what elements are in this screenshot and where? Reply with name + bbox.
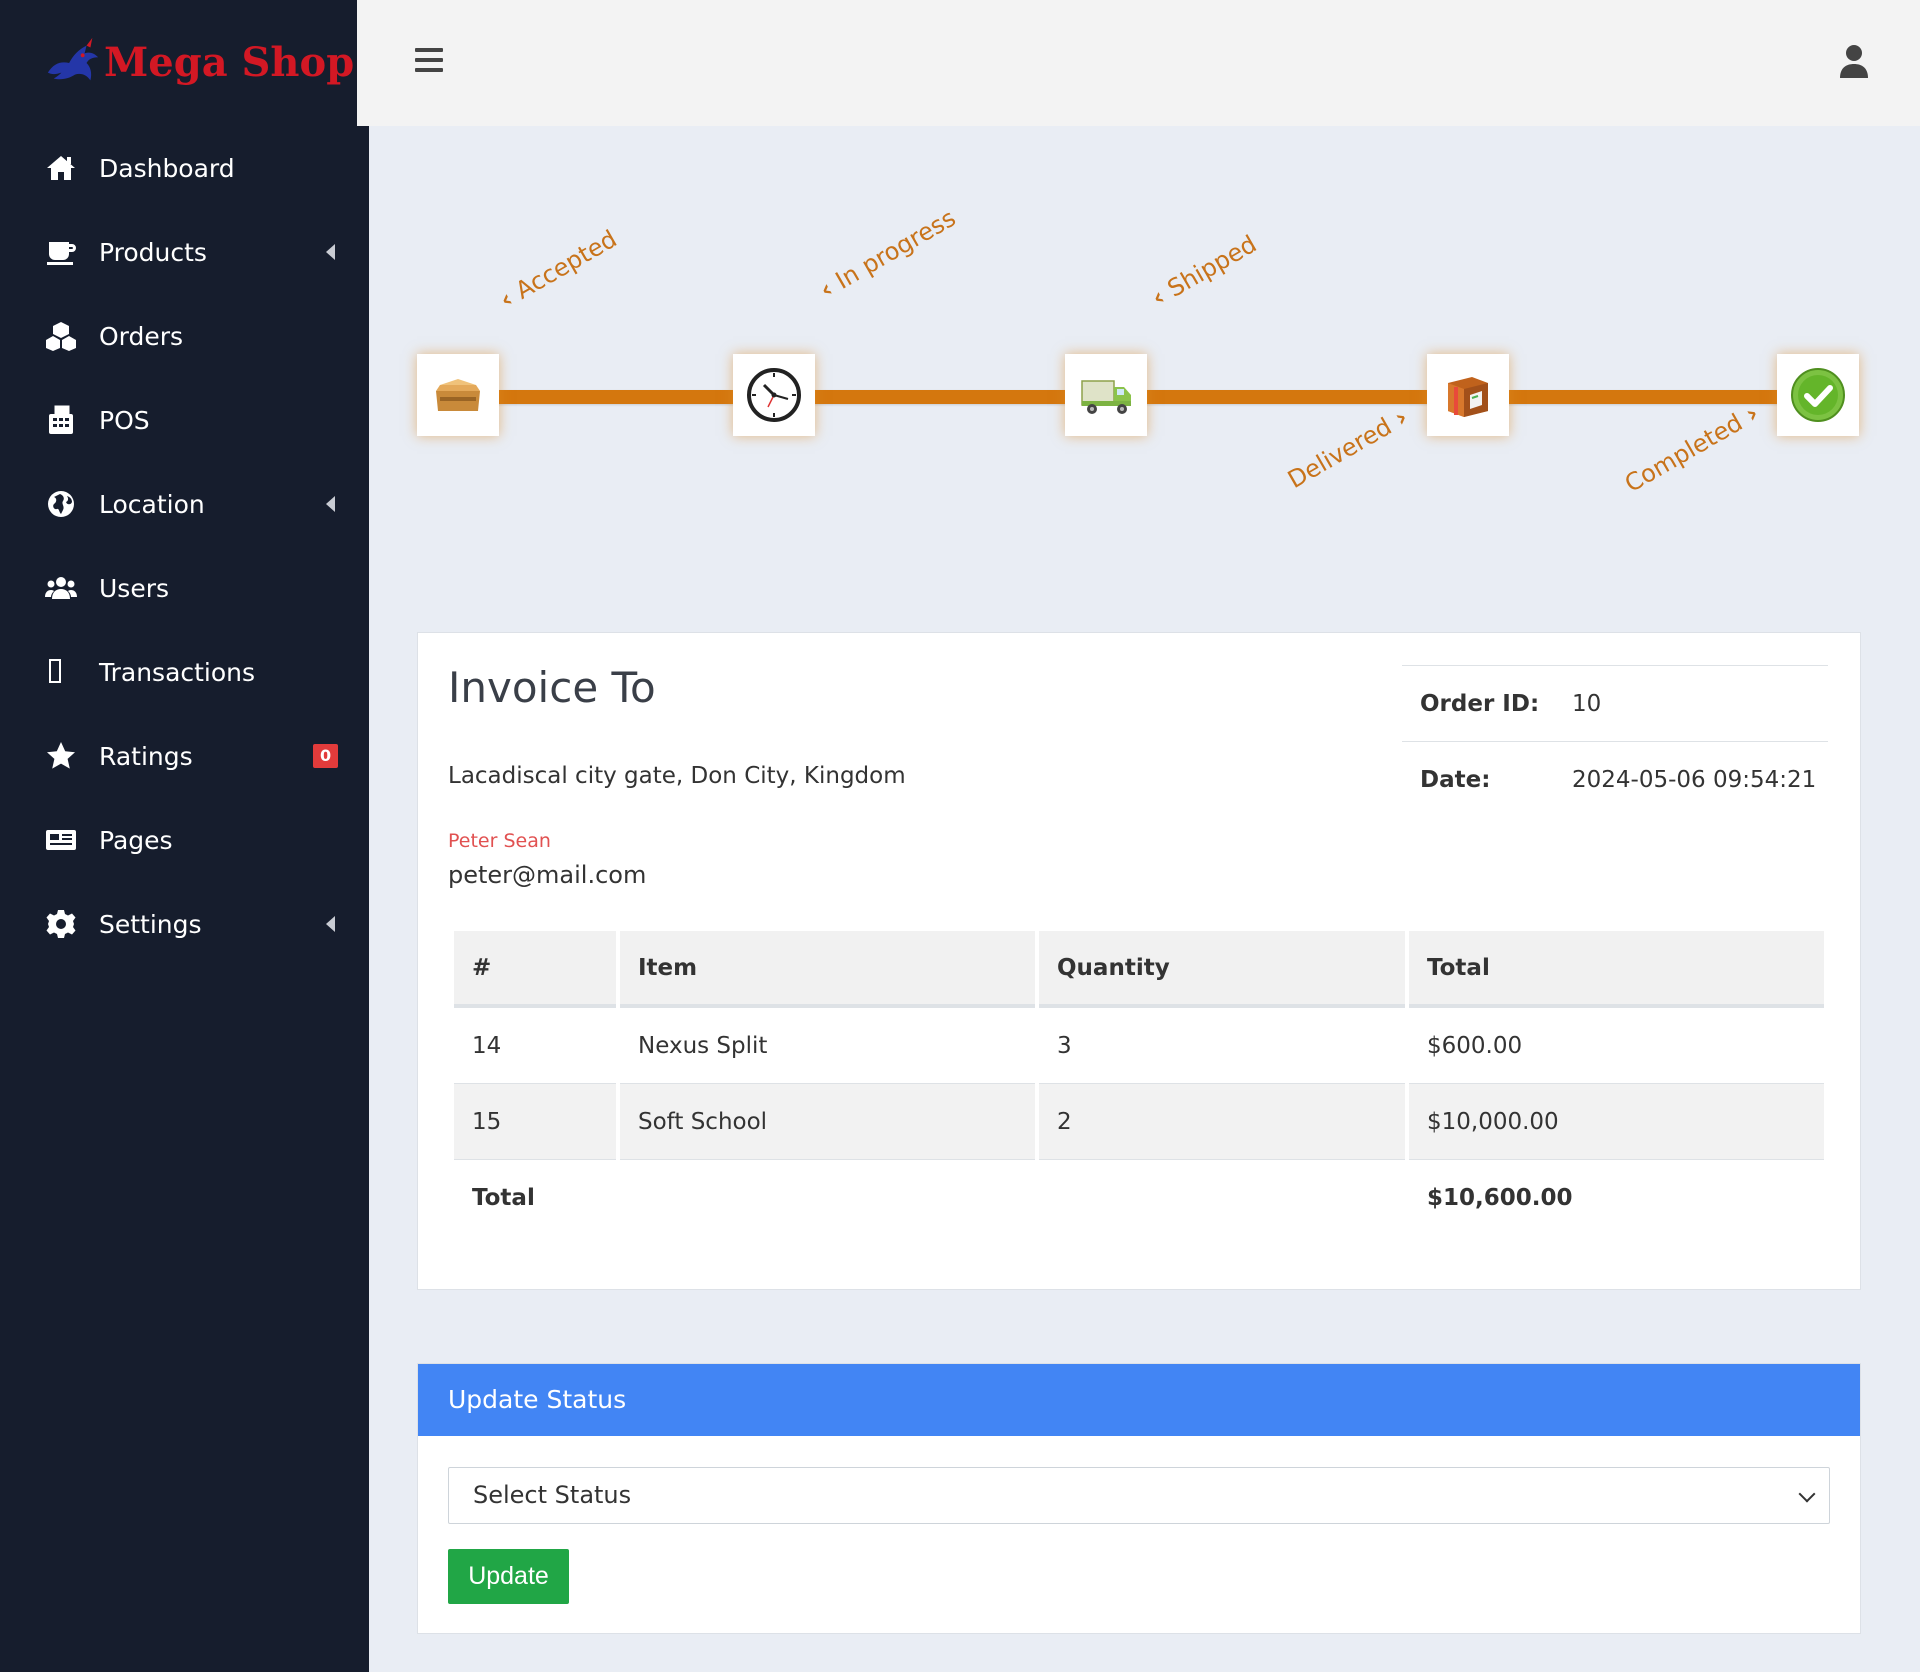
order-status-tracker: ‹ Accepted ‹ In progress ‹ Shipped [417, 204, 1861, 520]
sidebar-item-label: Transactions [99, 657, 256, 687]
cup-icon [44, 235, 78, 269]
check-circle-icon [1791, 368, 1845, 422]
sidebar-item-label: Dashboard [99, 153, 235, 183]
tracker-step-in-progress [733, 354, 815, 436]
logo-area: Mega Shop [0, 0, 357, 126]
caret-left-icon [326, 496, 335, 512]
update-button[interactable]: Update [448, 1549, 569, 1604]
row-id: 14 [454, 1007, 616, 1083]
clock-icon [747, 368, 801, 422]
table-row: 14 Nexus Split 3 $600.00 [454, 1007, 1824, 1083]
open-box-icon [436, 379, 480, 411]
caret-left-icon [326, 244, 335, 260]
order-id-row: Order ID: 10 [1402, 665, 1828, 742]
table-header-row: # Item Quantity Total [454, 931, 1824, 1007]
sidebar-item-dashboard[interactable]: Dashboard [0, 126, 369, 210]
cog-icon [44, 907, 78, 941]
tracker-label-delivered: Delivered › [1283, 403, 1413, 494]
sidebar-item-label: POS [99, 405, 150, 435]
logo[interactable]: Mega Shop [44, 34, 354, 92]
globe-icon [44, 487, 78, 521]
tracker-label-shipped: ‹ Shipped [1147, 229, 1262, 312]
sidebar-item-label: Pages [99, 825, 173, 855]
tracker-label-in-progress: ‹ In progress [815, 203, 961, 304]
sidebar-item-label: Orders [99, 321, 184, 351]
column-header-number: # [454, 931, 616, 1007]
newspaper-icon [44, 823, 78, 857]
sidebar: Mega Shop Dashboard Products Orders [0, 0, 369, 1672]
sidebar-item-ratings[interactable]: Ratings 0 [0, 714, 369, 798]
sidebar-item-label: Users [99, 573, 170, 603]
date-value: 2024-05-06 09:54:21 [1554, 741, 1828, 818]
row-quantity: 2 [1039, 1083, 1405, 1159]
tracker-line [457, 390, 1857, 404]
invoice-address: Lacadiscal city gate, Don City, Kingdom [448, 763, 906, 789]
logo-text: Mega Shop [104, 39, 355, 86]
sidebar-item-users[interactable]: Users [0, 546, 369, 630]
sidebar-item-label: Ratings [99, 741, 193, 771]
total-label: Total [454, 1159, 616, 1235]
sidebar-item-pages[interactable]: Pages [0, 798, 369, 882]
cash-register-icon [44, 403, 78, 437]
table-row: 15 Soft School 2 $10,000.00 [454, 1083, 1824, 1159]
users-icon [44, 571, 78, 605]
column-header-quantity: Quantity [1039, 931, 1405, 1007]
sidebar-item-products[interactable]: Products [0, 210, 369, 294]
tracker-label-completed: Completed › [1620, 399, 1764, 498]
sidebar-item-location[interactable]: Location [0, 462, 369, 546]
date-row: Date: 2024-05-06 09:54:21 [1402, 741, 1828, 818]
row-total: $600.00 [1409, 1007, 1824, 1083]
status-select[interactable]: Select Status [448, 1467, 1830, 1524]
invoice-card: Invoice To Lacadiscal city gate, Don Cit… [417, 632, 1861, 1290]
tracker-label-accepted: ‹ Accepted [495, 224, 622, 314]
update-status-card: Update Status Select Status Update [417, 1363, 1861, 1634]
column-header-total: Total [1409, 931, 1824, 1007]
row-quantity: 3 [1039, 1007, 1405, 1083]
chevron-down-icon [1798, 1485, 1816, 1503]
dragon-logo-icon [47, 37, 99, 81]
gift-package-icon [1448, 377, 1488, 417]
row-item: Nexus Split [620, 1007, 1035, 1083]
invoice-title: Invoice To [448, 663, 656, 712]
customer-name: Peter Sean [448, 830, 551, 852]
caret-left-icon [326, 916, 335, 932]
invoice-items-table: # Item Quantity Total 14 Nexus Split 3 $… [450, 931, 1828, 1235]
date-label: Date: [1402, 741, 1554, 818]
star-icon [44, 739, 78, 773]
grand-total: $10,600.00 [1409, 1159, 1824, 1235]
tracker-step-completed [1777, 354, 1859, 436]
sidebar-item-label: Location [99, 489, 205, 519]
order-meta-table: Order ID: 10 Date: 2024-05-06 09:54:21 [1402, 665, 1828, 818]
sidebar-item-settings[interactable]: Settings [0, 882, 369, 966]
order-id-label: Order ID: [1402, 665, 1554, 742]
row-id: 15 [454, 1083, 616, 1159]
sidebar-item-orders[interactable]: Orders [0, 294, 369, 378]
row-item: Soft School [620, 1083, 1035, 1159]
user-icon[interactable] [1838, 44, 1870, 78]
update-status-header: Update Status [418, 1364, 1860, 1436]
tracker-step-shipped [1065, 354, 1147, 436]
table-total-row: Total $10,600.00 [454, 1159, 1824, 1235]
ratings-count-badge: 0 [313, 744, 339, 768]
sidebar-item-label: Products [99, 237, 207, 267]
missing-glyph-icon [44, 655, 78, 689]
row-total: $10,000.00 [1409, 1083, 1824, 1159]
customer-email: peter@mail.com [448, 861, 647, 889]
tracker-step-delivered [1427, 354, 1509, 436]
sidebar-item-transactions[interactable]: Transactions [0, 630, 369, 714]
order-id-value: 10 [1554, 665, 1828, 742]
sidebar-item-label: Settings [99, 909, 202, 939]
topbar [357, 0, 1920, 126]
tracker-step-accepted [417, 354, 499, 436]
sidebar-nav: Dashboard Products Orders POS Locatio [0, 126, 369, 966]
truck-icon [1081, 380, 1131, 414]
status-select-value: Select Status [473, 1481, 632, 1509]
column-header-item: Item [620, 931, 1035, 1007]
cubes-icon [44, 319, 78, 353]
sidebar-item-pos[interactable]: POS [0, 378, 369, 462]
hamburger-icon[interactable] [415, 48, 443, 74]
home-icon [44, 151, 78, 185]
